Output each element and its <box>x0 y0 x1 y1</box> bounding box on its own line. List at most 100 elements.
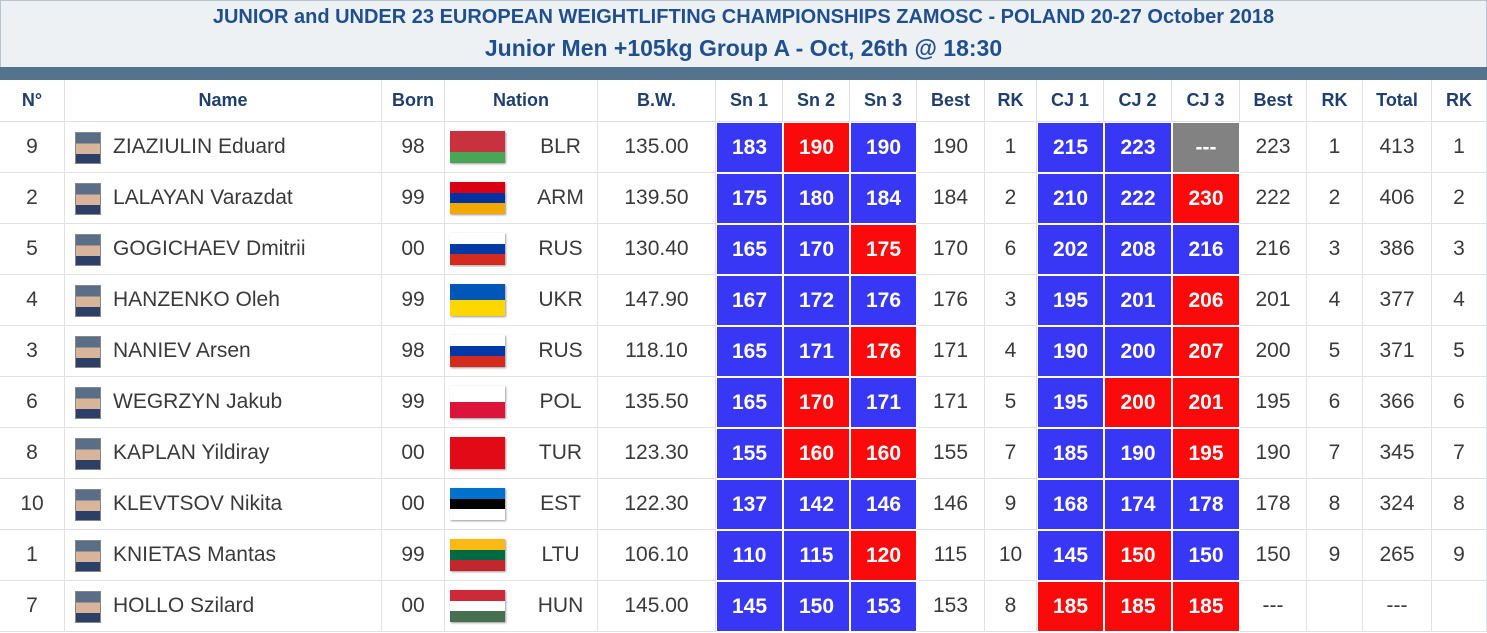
cell: 6 <box>1432 377 1487 428</box>
cell: 377 <box>1363 275 1432 326</box>
attempt-cell: 175 <box>716 173 783 224</box>
cell: 00 <box>382 224 445 275</box>
column-header: CJ 3 <box>1172 80 1240 122</box>
cell: 145.00 <box>598 581 716 632</box>
cell: 122.30 <box>598 479 716 530</box>
cell: 8 <box>0 428 65 479</box>
cell: 3 <box>985 275 1037 326</box>
cell: 1 <box>1432 122 1487 173</box>
cell: 115 <box>917 530 985 581</box>
results-table: N° Name Born Nation B.W. Sn 1 Sn 2 Sn 3 Best RK CJ… <box>0 80 1487 633</box>
flag-stripe <box>450 335 505 346</box>
cell: --- <box>1240 581 1307 632</box>
cell: 9 <box>1307 530 1363 581</box>
cell: 9 <box>0 122 65 173</box>
flag <box>450 182 505 215</box>
attempt-cell: 120 <box>850 530 917 581</box>
flag-stripe <box>450 498 505 510</box>
flag-stripe <box>450 233 505 244</box>
cell: 3 <box>0 326 65 377</box>
nation-code: UKR <box>538 288 583 311</box>
cell: 99 <box>382 377 445 428</box>
attempt-cell: 178 <box>1172 479 1240 530</box>
attempt-cell: 201 <box>1172 377 1240 428</box>
athlete-name: KLEVTSOV Nikita <box>113 492 283 515</box>
athlete-cell: KLEVTSOV Nikita <box>65 479 382 530</box>
athlete-photo <box>75 591 101 623</box>
cell: 99 <box>382 275 445 326</box>
cell: 139.50 <box>598 173 716 224</box>
column-header: Nation <box>445 80 598 122</box>
flag-stripe <box>450 243 505 255</box>
athlete-name: HANZENKO Oleh <box>113 288 280 311</box>
nation-code: BLR <box>540 135 581 158</box>
cell: 106.10 <box>598 530 716 581</box>
header: JUNIOR and UNDER 23 EUROPEAN WEIGHTLIFTI… <box>0 0 1487 67</box>
attempt-cell: 185 <box>1172 581 1240 632</box>
attempt-cell: 146 <box>850 479 917 530</box>
attempt-cell: 190 <box>850 122 917 173</box>
attempt-cell: --- <box>1172 122 1240 173</box>
cell: 135.00 <box>598 122 716 173</box>
nation-code: RUS <box>538 237 583 260</box>
cell: 130.40 <box>598 224 716 275</box>
athlete-name: KNIETAS Mantas <box>113 543 276 566</box>
attempt-cell: 165 <box>716 224 783 275</box>
cell: 7 <box>1432 428 1487 479</box>
athlete-name: LALAYAN Varazdat <box>113 186 293 209</box>
flag <box>450 437 505 469</box>
cell: 155 <box>917 428 985 479</box>
cell: 184 <box>917 173 985 224</box>
attempt-cell: 200 <box>1104 326 1172 377</box>
flag <box>450 590 505 623</box>
cell: 123.30 <box>598 428 716 479</box>
cell: 5 <box>1432 326 1487 377</box>
column-header: CJ 2 <box>1104 80 1172 122</box>
nation-cell: LTU <box>445 530 598 581</box>
cell: 118.10 <box>598 326 716 377</box>
attempt-cell: 171 <box>783 326 850 377</box>
athlete-photo <box>75 336 101 368</box>
cell: 324 <box>1363 479 1432 530</box>
attempt-cell: 153 <box>850 581 917 632</box>
flag-stripe <box>450 437 505 469</box>
nation-code: HUN <box>537 594 584 617</box>
cell: 8 <box>985 581 1037 632</box>
nation-cell: RUS <box>445 224 598 275</box>
flag-stripe <box>450 509 505 521</box>
cell: 171 <box>917 326 985 377</box>
cell: 6 <box>1307 377 1363 428</box>
attempt-cell: 172 <box>783 275 850 326</box>
athlete-photo <box>75 285 101 317</box>
cell: 7 <box>1307 428 1363 479</box>
column-header: RK <box>1307 80 1363 122</box>
athlete-name: KAPLAN Yildiray <box>113 441 270 464</box>
flag-stripe <box>450 192 505 204</box>
cell: 195 <box>1240 377 1307 428</box>
attempt-cell: 167 <box>716 275 783 326</box>
athlete-cell: GOGICHAEV Dmitrii <box>65 224 382 275</box>
attempt-cell: 175 <box>850 224 917 275</box>
attempt-cell: 150 <box>783 581 850 632</box>
flag <box>450 284 505 316</box>
athlete-cell: KAPLAN Yildiray <box>65 428 382 479</box>
athlete-photo <box>75 234 101 266</box>
cell: 170 <box>917 224 985 275</box>
column-header: Best <box>917 80 985 122</box>
nation-code: RUS <box>538 339 583 362</box>
attempt-cell: 201 <box>1104 275 1172 326</box>
cell: --- <box>1363 581 1432 632</box>
flag <box>450 386 505 418</box>
nation-code: TUR <box>538 441 583 464</box>
attempt-cell: 115 <box>783 530 850 581</box>
cell: 147.90 <box>598 275 716 326</box>
column-header: B.W. <box>598 80 716 122</box>
attempt-cell: 210 <box>1037 173 1104 224</box>
flag-stripe <box>450 345 505 357</box>
attempt-cell: 170 <box>783 224 850 275</box>
athlete-name: NANIEV Arsen <box>113 339 251 362</box>
cell: 7 <box>0 581 65 632</box>
cell: 4 <box>1432 275 1487 326</box>
nation-cell: BLR <box>445 122 598 173</box>
athlete-name: HOLLO Szilard <box>113 594 255 617</box>
